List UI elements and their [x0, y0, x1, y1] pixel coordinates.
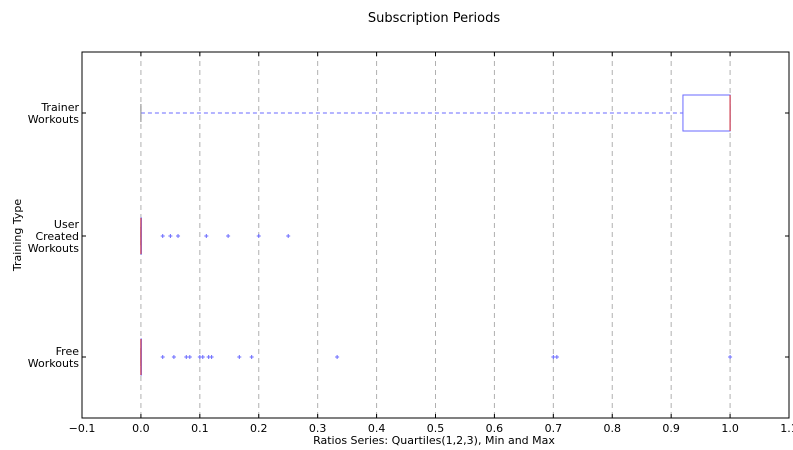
y-tick-label-line: Created	[35, 230, 79, 243]
x-tick-label: 0.9	[662, 422, 680, 435]
x-tick-label: 0.5	[427, 422, 445, 435]
y-tick-label-line: Workouts	[28, 242, 79, 255]
x-tick-label: 0.2	[250, 422, 268, 435]
y-tick-label: Trainer Workouts	[28, 101, 80, 126]
outlier-point	[171, 355, 176, 359]
x-tick-label: 0.0	[132, 422, 150, 435]
outlier-point	[249, 355, 254, 359]
outlier-point	[168, 234, 173, 238]
outlier-point	[256, 234, 261, 238]
outlier-point	[209, 355, 214, 359]
outlier-point	[551, 355, 556, 359]
outlier-point	[187, 355, 192, 359]
outlier-point	[200, 355, 205, 359]
x-axis-label: Ratios Series: Quartiles(1,2,3), Min and…	[313, 434, 555, 447]
outlier-point	[237, 355, 242, 359]
x-tick-label: 0.7	[545, 422, 563, 435]
y-tick-label-line: Free	[56, 345, 80, 358]
x-tick-label: 0.6	[486, 422, 504, 435]
outlier-point	[184, 355, 189, 359]
outlier-point	[286, 234, 291, 238]
y-tick-label-line: Workouts	[28, 357, 79, 370]
box-iqr	[682, 94, 731, 132]
y-tick-label-line: User	[54, 218, 80, 231]
x-tick-label: 0.3	[309, 422, 327, 435]
x-tick-label: 0.8	[604, 422, 622, 435]
x-tick-label: 0.4	[368, 422, 386, 435]
outlier-point	[160, 234, 165, 238]
x-tick-label: −0.1	[69, 422, 96, 435]
outlier-point	[226, 234, 231, 238]
x-tick-label: 1.0	[721, 422, 739, 435]
y-tick-label-line: Workouts	[28, 113, 79, 126]
chart-title: Subscription Periods	[368, 11, 500, 26]
outlier-point	[554, 355, 559, 359]
outlier-point	[176, 234, 181, 238]
x-axis-ticks: −0.1 0.0 0.1 0.2 0.3 0.4 0.5 0.6 0.7 0.8 0.9 1.0 1.1	[69, 52, 793, 435]
x-tick-label: 1.1	[780, 422, 793, 435]
y-tick-label: User Created Workouts	[28, 218, 80, 255]
y-tick-label-line: Trainer	[40, 101, 79, 114]
grid-lines	[140, 52, 731, 418]
outlier-point	[160, 355, 165, 359]
y-axis-label: Training Type	[11, 199, 24, 272]
outlier-point	[335, 355, 340, 359]
x-tick-label: 0.1	[191, 422, 209, 435]
outlier-point	[204, 234, 209, 238]
y-tick-label: Free Workouts	[28, 345, 79, 370]
outlier-point	[728, 355, 733, 359]
box-series	[140, 94, 733, 376]
